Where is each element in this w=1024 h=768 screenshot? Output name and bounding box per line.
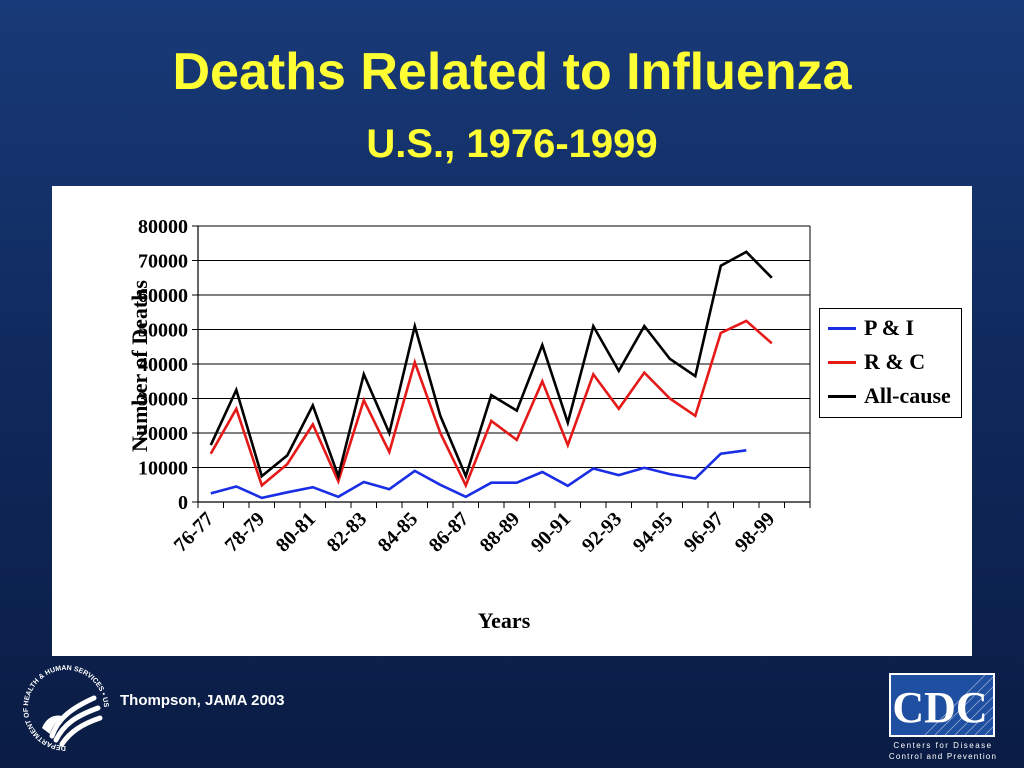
legend-label: P & I [864, 315, 915, 340]
y-tick-label: 30000 [138, 389, 188, 411]
series-line-p-i [210, 449, 747, 500]
slide-subtitle: U.S., 1976-1999 [366, 122, 658, 166]
series-line-r-c [209, 319, 773, 489]
x-tick-label: 90-91 [527, 508, 576, 557]
x-tick-label: 86-87 [425, 508, 474, 557]
legend-label: All-cause [864, 383, 951, 408]
y-axis-title: Number of Deaths [127, 280, 152, 452]
legend-swatch [828, 394, 856, 398]
x-tick-label: 78-79 [221, 508, 270, 557]
legend-item: P & I [828, 313, 914, 343]
x-tick-label: 94-95 [629, 508, 678, 557]
svg-text:DEPARTMENT OF HEALTH & HUMAN S: DEPARTMENT OF HEALTH & HUMAN SERVICES • … [12, 658, 109, 751]
chart-legend: P & I R & C All-cause [819, 308, 962, 418]
slide-title: Deaths Related to Influenza [172, 43, 852, 101]
y-tick-label: 10000 [138, 458, 188, 480]
x-tick-label: 76-77 [170, 508, 219, 557]
chart-panel: 0 10000 20000 30000 40000 50000 60000 70000 8000… [52, 186, 972, 656]
y-tick-label: 40000 [138, 354, 188, 376]
legend-label: R & C [864, 349, 926, 374]
hhs-seal-icon: DEPARTMENT OF HEALTH & HUMAN SERVICES • … [12, 658, 109, 751]
legend-swatch [828, 360, 856, 364]
x-tick-label: 82-83 [323, 508, 372, 557]
x-tick-label: 80-81 [272, 508, 321, 557]
legend-swatch [828, 326, 856, 330]
x-tick-label: 84-85 [374, 508, 423, 557]
y-tick-label: 50000 [138, 320, 188, 342]
x-tick-label: 96-97 [680, 508, 729, 557]
y-tick-label: 60000 [138, 285, 188, 307]
y-tick-label: 70000 [138, 251, 188, 273]
y-tick-label: 0 [178, 492, 188, 514]
line-chart: 0 10000 20000 30000 40000 50000 60000 70000 8000… [127, 216, 811, 633]
x-tick-label: 92-93 [578, 508, 627, 557]
y-tick-label: 20000 [138, 423, 188, 445]
legend-item: R & C [828, 347, 925, 377]
y-tick-label: 80000 [138, 216, 188, 238]
svg-text:Centers for Disease: Centers for Disease [893, 741, 992, 750]
series-line-all-cause [209, 250, 773, 481]
citation-text: Thompson, JAMA 2003 [120, 692, 285, 709]
svg-text:Control and Prevention: Control and Prevention [889, 752, 997, 761]
cdc-logo-icon: CDC Centers for Disease Control and Prev… [889, 673, 997, 761]
x-axis-title: Years [478, 608, 531, 633]
x-tick-label: 98-99 [731, 508, 780, 557]
svg-text:CDC: CDC [892, 683, 987, 732]
x-tick-label: 88-89 [476, 508, 525, 557]
legend-item: All-cause [828, 381, 951, 411]
